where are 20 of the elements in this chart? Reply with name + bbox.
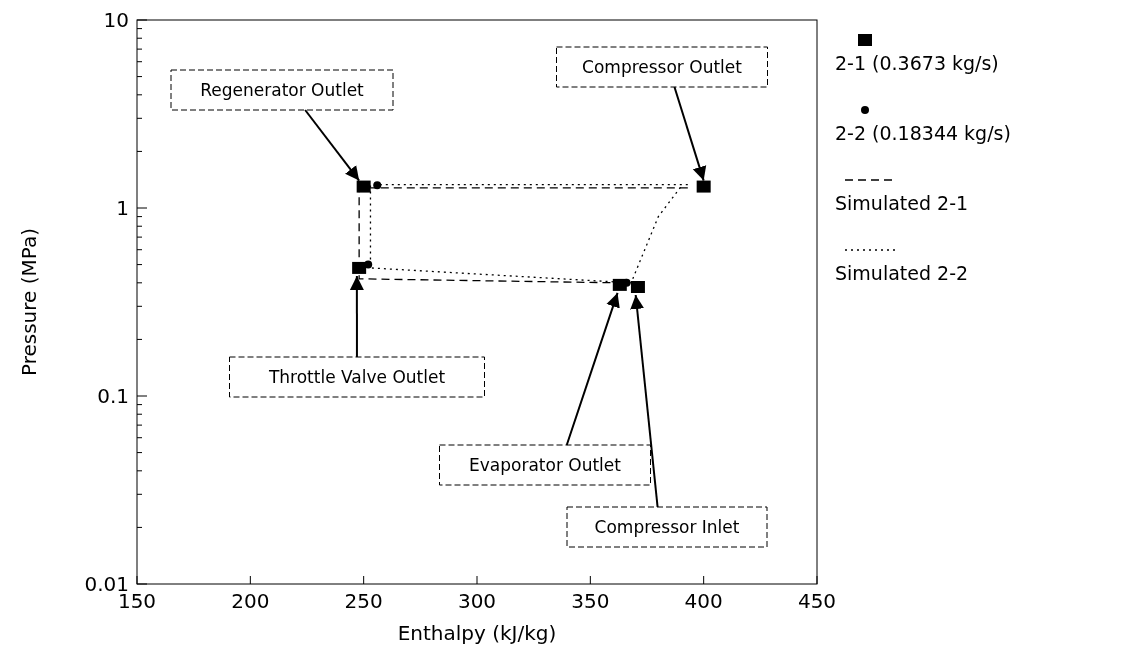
y-tick-label: 0.1	[97, 384, 129, 408]
x-tick-label: 350	[571, 589, 610, 613]
y-axis-title: Pressure (MPa)	[17, 227, 41, 377]
annotation: Compressor Outlet	[582, 57, 743, 77]
y-tick-label: 1	[116, 196, 129, 220]
legend-label: Simulated 2-2	[835, 262, 969, 284]
x-tick-label: 300	[457, 589, 497, 613]
legend-label: 2-1 (0.3673 kg/s)	[835, 52, 999, 74]
x-tick-label: 400	[684, 589, 723, 613]
y-tick-label: 10	[103, 8, 129, 32]
legend-label: Simulated 2-1	[835, 192, 969, 214]
legend-label: 2-2 (0.18344 kg/s)	[835, 122, 1011, 144]
annotation: Throttle Valve Outlet	[267, 367, 446, 387]
x-tick-label: 200	[231, 589, 270, 613]
x-tick-label: 450	[797, 589, 837, 613]
annotation: Regenerator Outlet	[200, 80, 365, 100]
annotation: Compressor Inlet	[594, 517, 740, 537]
x-tick-label: 250	[344, 589, 383, 613]
annotation: Evaporator Outlet	[469, 455, 622, 475]
x-axis-title: Enthalpy (kJ/kg)	[397, 621, 557, 645]
